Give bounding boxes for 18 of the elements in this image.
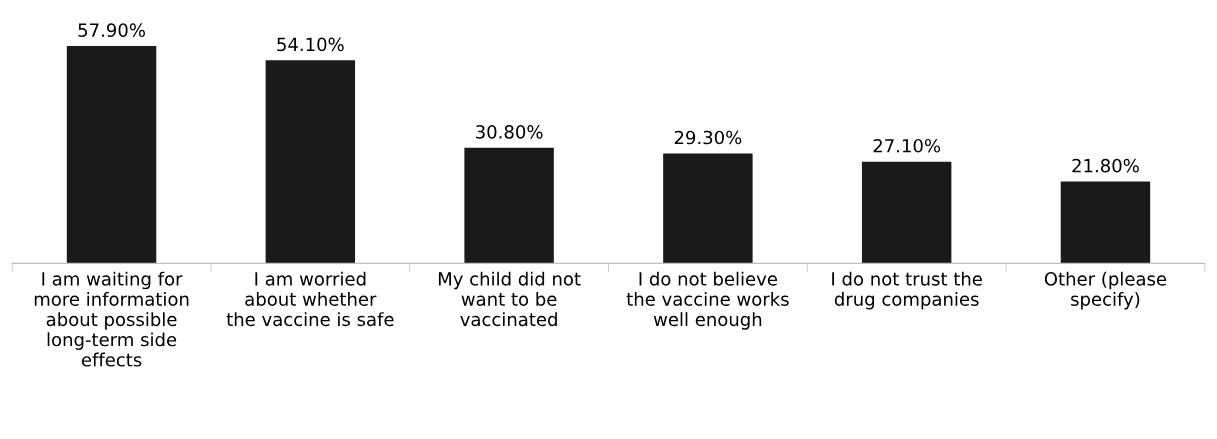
x-tick-label: I do not trust the drug companies (832, 271, 982, 310)
data-label: 54.10% (277, 37, 344, 52)
data-label: 57.90% (78, 23, 145, 37)
x-tick-label: I am waiting for more information about possible long-term side effects (34, 271, 189, 367)
bar (1060, 181, 1151, 264)
x-tick-label: I do not believe the vaccine works well enough (626, 271, 789, 330)
x-tick-label: I am worried about whether the vaccine is safe (226, 271, 394, 327)
bar (861, 161, 952, 264)
data-label: 27.10% (873, 138, 941, 153)
data-label: 29.30% (674, 130, 742, 145)
bar (66, 45, 157, 264)
data-label: 30.80% (476, 125, 543, 139)
bar (464, 147, 554, 264)
bar (663, 153, 753, 264)
x-tick-label: My child did not want to be vaccinated (438, 271, 581, 327)
bar (265, 60, 356, 264)
data-label: 21.80% (1072, 158, 1139, 173)
x-tick-label: Other (please specify) (1044, 271, 1167, 310)
